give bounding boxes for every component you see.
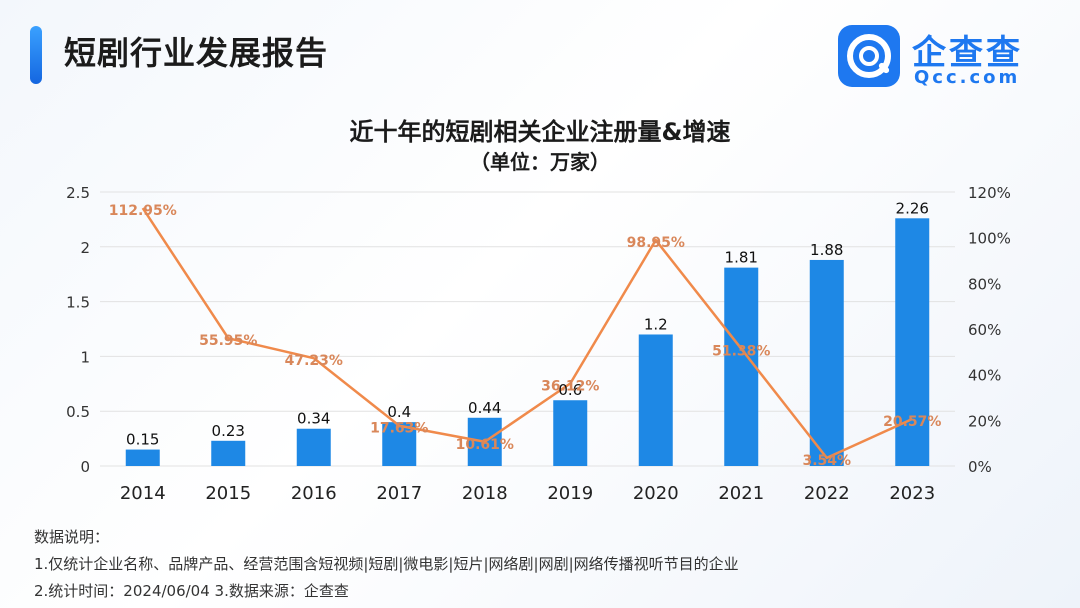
growth-rate-line [141,207,913,460]
right-axis-tick-label: 120% [968,184,1011,202]
bar [724,267,759,466]
left-axis-tick-label: 2.5 [66,184,90,202]
right-axis-tick-label: 60% [968,321,1001,339]
right-axis-tick-label: 80% [968,275,1001,293]
bar [125,449,160,466]
growth-rate-label: 55.95% [199,333,257,349]
x-axis-tick-label: 2017 [376,483,422,504]
notes-line-1: 1.仅统计企业名称、品牌产品、经营范围含短视频|短剧|微电影|短片|网络剧|网剧… [34,555,739,573]
right-axis-tick-label: 100% [968,230,1011,248]
bar-value-label: 2.26 [896,199,929,217]
bar [809,259,844,466]
bar [638,334,673,466]
chart-unit: （单位：万家） [470,150,610,174]
bar [553,400,588,466]
bar-value-label: 0.6 [558,381,582,399]
chart-title: 近十年的短剧相关企业注册量&增速 [349,118,731,146]
growth-rate-label: 47.23% [285,353,343,369]
left-axis-tick-label: 0 [80,458,90,476]
bar-value-label: 0.34 [297,410,330,428]
growth-rate-label: 17.63% [370,421,428,437]
left-axis-tick-label: 1 [80,348,90,366]
right-axis-tick-label: 0% [968,458,992,476]
bar-value-label: 1.2 [644,315,668,333]
growth-rate-label: 98.95% [627,235,685,251]
bar-value-label: 0.4 [387,403,411,421]
growth-rate-label: 112.95% [109,203,177,219]
bar [211,440,246,466]
x-axis-tick-label: 2021 [718,483,764,504]
growth-rate-label: 51.38% [712,344,770,360]
report-title: 短剧行业发展报告 [64,34,329,72]
x-axis-tick-label: 2015 [205,483,251,504]
bar-value-label: 0.15 [126,431,159,449]
notes-line-2: 2.统计时间：2024/06/04 3.数据来源：企查查 [34,582,349,600]
growth-rate-label: 3.54% [802,453,851,469]
bar [382,422,417,466]
right-axis-tick-label: 20% [968,412,1001,430]
title-accent-bar [30,26,42,84]
x-axis-tick-label: 2016 [291,483,337,504]
bar-value-label: 1.88 [810,241,843,259]
growth-rate-label: 20.57% [883,414,941,430]
x-axis-tick-label: 2022 [804,483,850,504]
left-axis-tick-label: 0.5 [66,403,90,421]
bar-value-label: 0.44 [468,399,501,417]
left-axis-tick-label: 2 [80,239,90,257]
bar [296,428,331,466]
bar-value-label: 0.23 [212,422,245,440]
bar-value-label: 1.81 [725,249,758,267]
logo-mark-icon [838,25,900,87]
x-axis-tick-label: 2020 [633,483,679,504]
logo-name-cn: 企查查 [912,33,1023,73]
bar-line-chart: 0 0.5 1 1.5 2 2.5 0% 20% 40% 60% 80% 100% 120% 2014 20… [66,184,1011,504]
notes-heading: 数据说明： [34,528,110,546]
left-axis-tick-label: 1.5 [66,294,90,312]
growth-rate-label: 36.12% [541,379,599,395]
right-axis-tick-label: 40% [968,367,1001,385]
x-axis-tick-label: 2018 [462,483,508,504]
data-notes: 数据说明： 1.仅统计企业名称、品牌产品、经营范围含短视频|短剧|微电影|短片|… [34,524,739,605]
growth-rate-label: 10.61% [456,437,514,453]
x-axis-tick-label: 2014 [120,483,166,504]
logo-name-en: Qcc.com [914,67,1021,88]
x-axis-tick-label: 2023 [889,483,935,504]
x-axis-tick-label: 2019 [547,483,593,504]
qcc-logo: 企查查 Qcc.com [838,25,1048,89]
